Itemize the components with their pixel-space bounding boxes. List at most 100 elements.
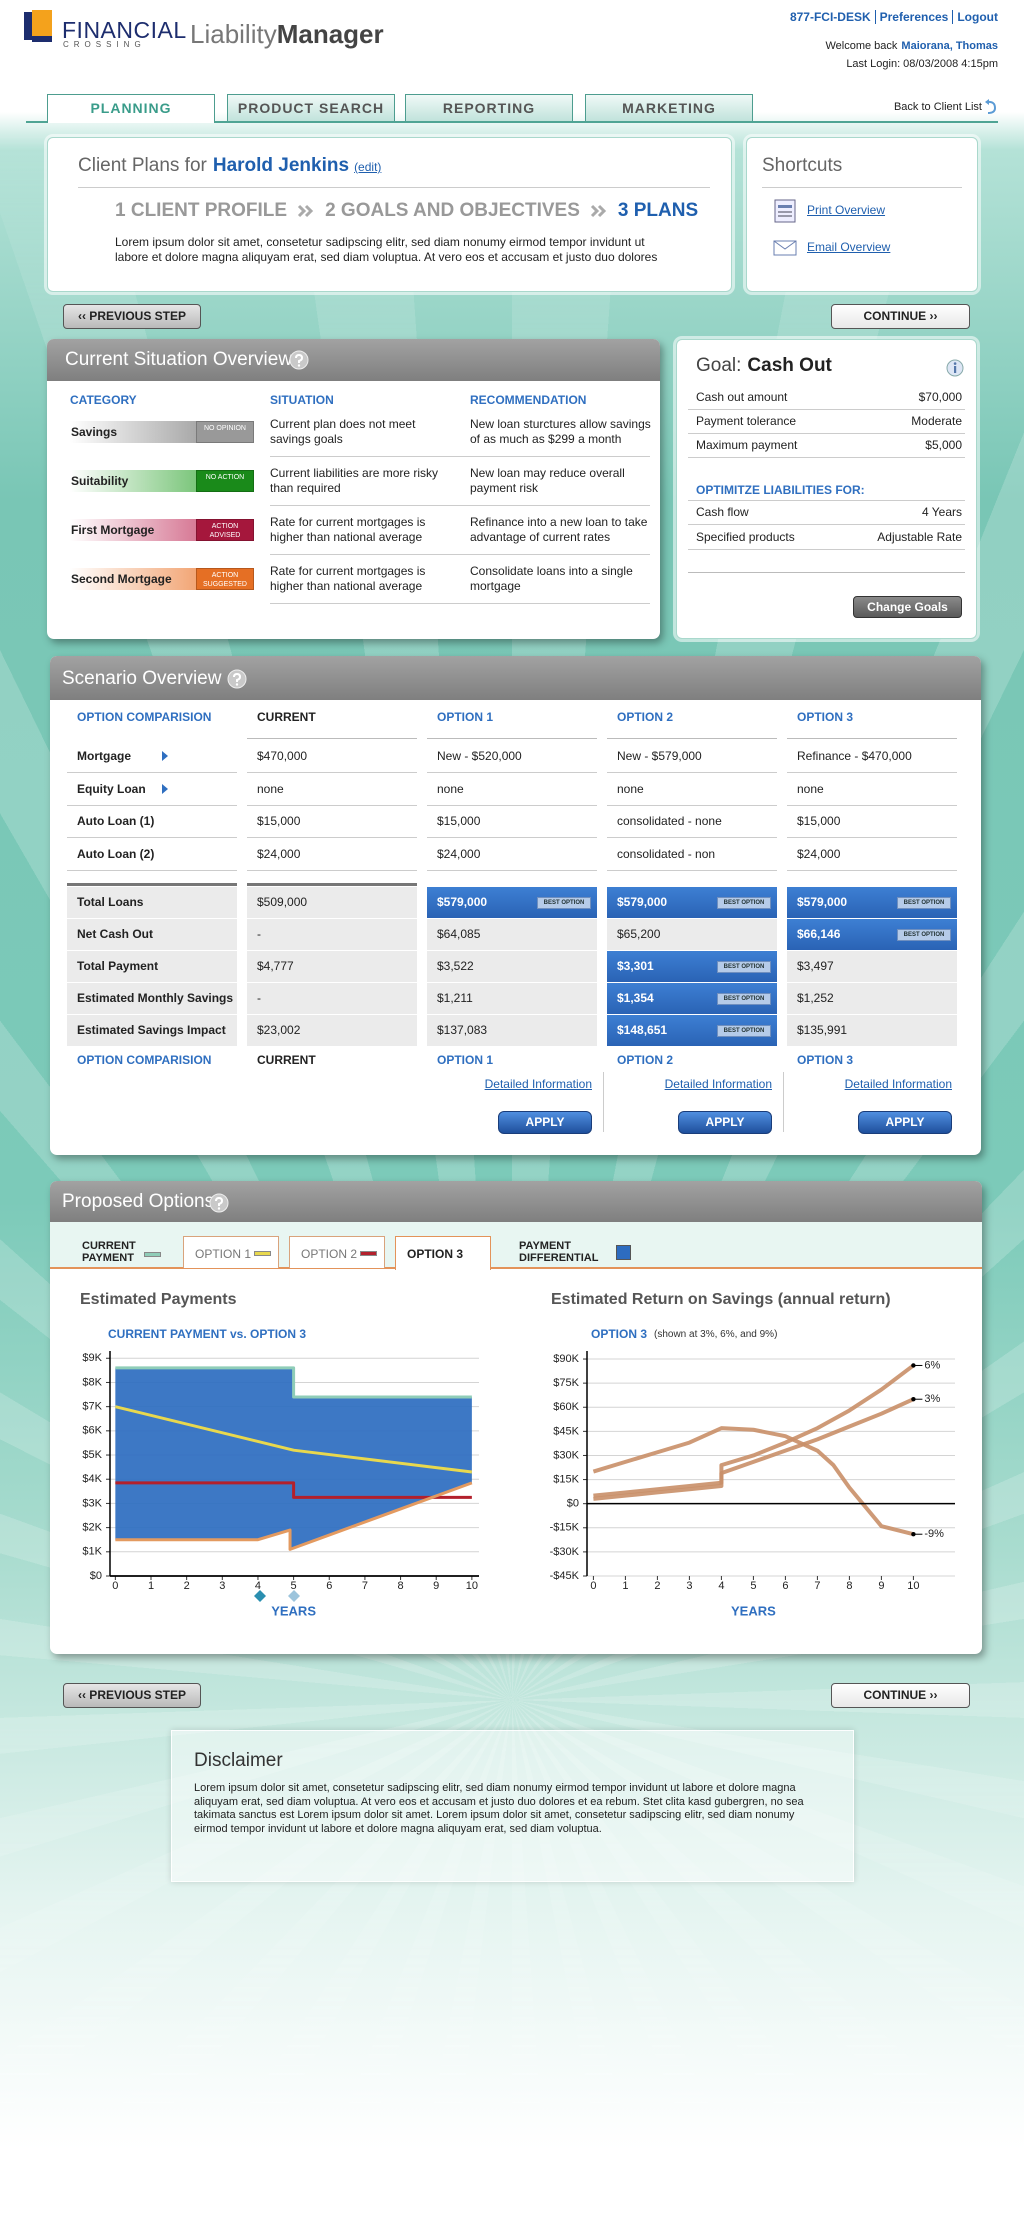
- shortcuts-title: Shortcuts: [762, 155, 843, 176]
- continue-button[interactable]: CONTINUE ››: [831, 1683, 970, 1708]
- app-name-part: Manager: [276, 19, 384, 49]
- column-header: OPTION 3: [797, 1053, 854, 1067]
- category: Suitability: [71, 474, 129, 488]
- total-label: Total Loans: [67, 887, 237, 918]
- totals-bar: [67, 883, 237, 886]
- row-divider: [270, 554, 650, 555]
- detail-link[interactable]: Detailed Information: [844, 1077, 952, 1091]
- edit-link[interactable]: (edit): [354, 160, 382, 174]
- totals-bar: [247, 883, 417, 886]
- apply-button[interactable]: APPLY: [678, 1111, 772, 1134]
- row-label: Auto Loan (1): [77, 814, 155, 828]
- total-label: Estimated Monthly Savings: [67, 983, 237, 1014]
- total-cell: $66,146: [787, 919, 957, 950]
- goal-panel: [676, 339, 977, 639]
- legend-item: CURRENT PAYMENT: [82, 1240, 136, 1264]
- panel-title: Current Situation Overview: [65, 349, 293, 370]
- row-divider: [787, 738, 957, 739]
- row-divider: [67, 772, 237, 773]
- cell: none: [257, 781, 284, 796]
- nav-tab[interactable]: MARKETING: [585, 94, 753, 123]
- back-link[interactable]: Back to Client List: [893, 101, 982, 113]
- row-divider: [688, 409, 965, 410]
- legend-tab[interactable]: OPTION 3: [395, 1236, 491, 1270]
- detail-link[interactable]: Detailed Information: [484, 1077, 592, 1091]
- situation-header: [47, 339, 660, 381]
- nav-tab[interactable]: REPORTING: [405, 94, 573, 123]
- category: Savings: [71, 425, 118, 439]
- recommendation: New loan may reduce overall payment risk: [470, 466, 625, 495]
- row-divider: [247, 738, 417, 739]
- goal-row-label: Maximum payment: [696, 438, 798, 452]
- previous-button[interactable]: ‹‹ PREVIOUS STEP: [63, 1683, 201, 1708]
- divider: [78, 187, 710, 188]
- cell: $24,000: [257, 846, 301, 861]
- best-badge: BEST OPTION: [717, 961, 771, 973]
- column-header: OPTION 1: [437, 1053, 494, 1067]
- best-badge: BEST OPTION: [717, 1025, 771, 1037]
- step: 2 GOALS AND OBJECTIVES: [325, 200, 580, 221]
- best-badge: BEST OPTION: [717, 993, 771, 1005]
- step: 3 PLANS: [617, 200, 699, 221]
- goal-row-label: Payment tolerance: [696, 414, 797, 428]
- brand-sub: CROSSING: [63, 40, 146, 49]
- recommendation: Consolidate loans into a single mortgage: [470, 564, 633, 593]
- total-label: Estimated Savings Impact: [67, 1015, 237, 1046]
- goal-name: Cash Out: [747, 355, 832, 376]
- previous-button[interactable]: ‹‹ PREVIOUS STEP: [63, 304, 201, 329]
- panel-title: Proposed Options: [62, 1191, 215, 1212]
- recommendation: New loan sturctures allow savings of as …: [470, 417, 651, 446]
- detail-link[interactable]: Detailed Information: [664, 1077, 772, 1091]
- chart-title: Estimated Payments: [80, 1291, 237, 1308]
- total-label: Net Cash Out: [67, 919, 237, 950]
- row-divider: [427, 738, 597, 739]
- chart-note: (shown at 3%, 6%, and 9%): [654, 1329, 778, 1340]
- row-divider: [247, 804, 417, 806]
- total-cell: $3,497: [787, 951, 957, 982]
- app-name: LiabilityManager: [190, 19, 384, 50]
- status-bar: [70, 519, 196, 541]
- change-goals-button[interactable]: Change Goals: [853, 596, 962, 618]
- total-cell: $64,085: [427, 919, 597, 950]
- step-chevron: [298, 204, 314, 218]
- top-link[interactable]: 877-FCI-DESK: [789, 10, 871, 24]
- nav-tab[interactable]: PLANNING: [47, 94, 215, 123]
- step-chevron: [590, 204, 606, 218]
- status-badge: NO OPINION: [196, 421, 254, 443]
- last-login: Last Login: 08/03/2008 4:15pm: [846, 58, 998, 70]
- total-cell: $1,252: [787, 983, 957, 1014]
- shortcut-link[interactable]: Print Overview: [807, 203, 886, 217]
- shortcut-link[interactable]: Email Overview: [807, 240, 891, 254]
- row-divider: [688, 457, 965, 458]
- row-label: Auto Loan (2): [77, 846, 155, 861]
- row-divider: [67, 869, 237, 871]
- proposed-header: [50, 1181, 982, 1222]
- continue-button[interactable]: CONTINUE ››: [831, 304, 970, 329]
- steps: 1 CLIENT PROFILE 2 GOALS AND OBJECTIVES 3 …: [115, 200, 698, 222]
- row-divider: [787, 837, 957, 838]
- row-divider: [247, 837, 417, 838]
- total-cell: -: [247, 919, 417, 950]
- expand-arrow: [162, 783, 168, 794]
- cell: Refinance - $470,000: [797, 749, 912, 763]
- app-name-part: Liability: [190, 19, 277, 49]
- status-badge: NO ACTION: [196, 470, 254, 492]
- row-divider: [607, 869, 777, 871]
- top-link[interactable]: Preferences: [874, 10, 953, 24]
- total-cell: -: [247, 983, 417, 1014]
- chart-subtitle: CURRENT PAYMENT vs. OPTION 3: [108, 1327, 307, 1341]
- top-link[interactable]: Logout: [952, 10, 998, 24]
- column-header: OPTION 2: [617, 710, 674, 724]
- column-divider: [603, 1072, 604, 1132]
- row-label: Mortgage: [77, 749, 131, 763]
- total-cell: $4,777: [247, 951, 417, 982]
- step: 1 CLIENT PROFILE: [115, 200, 288, 221]
- goal-row-value: Moderate: [911, 414, 962, 428]
- total-cell: $23,002: [247, 1015, 417, 1046]
- apply-button[interactable]: APPLY: [498, 1111, 592, 1134]
- row-divider: [688, 549, 965, 550]
- legend-swatch: [616, 1245, 631, 1260]
- apply-button[interactable]: APPLY: [858, 1111, 952, 1134]
- row-divider: [270, 456, 650, 457]
- nav-tab[interactable]: PRODUCT SEARCH: [227, 94, 395, 123]
